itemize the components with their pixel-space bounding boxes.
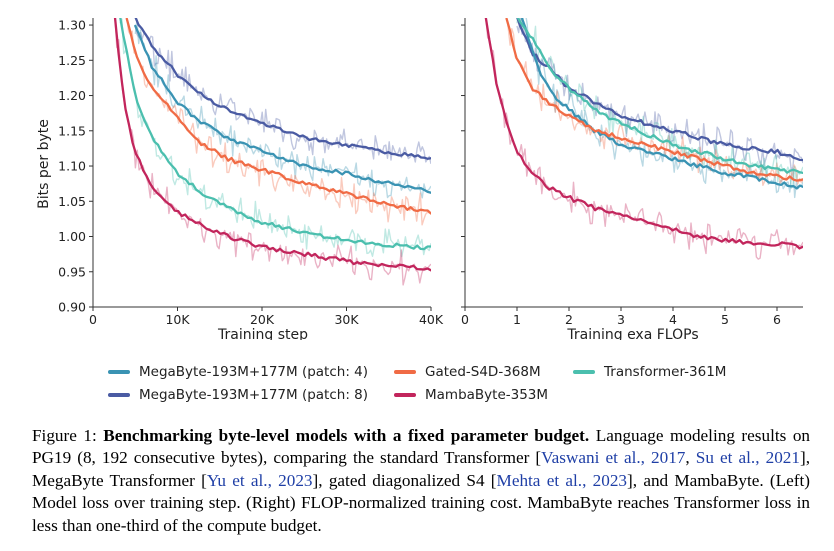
x-tick-label: 1 <box>513 312 521 327</box>
right-panel: 0 1 2 3 4 5 6 <box>461 18 803 327</box>
legend-label: MegaByte-193M+177M (patch: 4) <box>139 364 369 380</box>
x-tick-label: 3 <box>617 312 625 327</box>
series-line-megabyte_p4 <box>521 18 803 190</box>
legend-label: MegaByte-193M+177M (patch: 8) <box>139 387 369 403</box>
caption-text: , <box>685 448 696 468</box>
x-tick-label: 30K <box>334 312 359 327</box>
y-tick-label: 0.90 <box>58 300 86 315</box>
x-tick-label: 40K <box>419 312 444 327</box>
legend-swatch <box>108 393 130 397</box>
series-line-megabyte_p8 <box>516 18 803 162</box>
series-line-transformer <box>119 18 431 251</box>
left-x-axis-label: Training step <box>217 327 308 340</box>
x-tick-label: 6 <box>773 312 781 327</box>
x-tick-label: 10K <box>165 312 190 327</box>
y-tick-label: 1.25 <box>58 53 86 68</box>
right-x-axis-label: Training exa FLOPs <box>566 327 698 340</box>
legend-swatch <box>394 370 416 374</box>
x-tick-label: 0 <box>461 312 469 327</box>
legend-label: MambaByte-353M <box>425 387 549 403</box>
citation-link[interactable]: Mehta et al., 2023 <box>496 470 628 490</box>
series-line-megabyte_p8 <box>134 18 431 160</box>
legend-item-megabyte-p8: MegaByte-193M+177M (patch: 8) <box>108 387 368 403</box>
series-line-mambabyte <box>484 18 803 250</box>
citation-link[interactable]: Su et al., 2021 <box>695 448 800 468</box>
y-tick-label: 1.10 <box>58 159 86 174</box>
series-line-mambabyte <box>113 18 431 272</box>
figure-plots: 0 10K 20K 30K 40K 0.90 0.95 1.00 1.05 1.10 1.15 1.2… <box>36 18 803 340</box>
x-tick-label: 5 <box>721 312 729 327</box>
y-axis-label: Bits per byte <box>36 119 52 209</box>
plot-area <box>113 18 431 286</box>
legend-label: Transformer-361M <box>604 364 727 380</box>
plot-area <box>484 18 803 260</box>
legend-item-transformer: Transformer-361M <box>573 364 726 380</box>
x-tick-label: 0 <box>89 312 97 327</box>
raw-line-megabyte_p4 <box>134 19 431 199</box>
y-tick-label: 1.00 <box>58 229 86 244</box>
x-tick-label: 20K <box>250 312 275 327</box>
citation-link[interactable]: Yu et al., 2023 <box>206 470 313 490</box>
legend-label: Gated-S4D-368M <box>425 364 541 380</box>
raw-line-megabyte_p8 <box>134 25 431 165</box>
raw-line-transformer <box>119 18 431 258</box>
y-tick-label: 1.15 <box>58 123 86 138</box>
legend-swatch <box>108 370 130 374</box>
legend-swatch <box>573 370 595 374</box>
legend-item-megabyte-p4: MegaByte-193M+177M (patch: 4) <box>108 364 368 380</box>
legend-item-mambabyte: MambaByte-353M <box>394 387 548 403</box>
x-tick-label: 4 <box>669 312 677 327</box>
caption-title: Benchmarking byte-level models with a fi… <box>103 426 590 445</box>
left-panel: 0 10K 20K 30K 40K 0.90 0.95 1.00 1.05 1.10 1.15 1.2… <box>58 18 444 327</box>
caption-text: Language modeling results on PG19 (8, 19… <box>32 426 811 468</box>
y-tick-label: 1.20 <box>58 88 86 103</box>
series-line-megabyte_p4 <box>134 24 431 194</box>
caption-text: ], gated diagonalized S4 [ <box>312 470 497 490</box>
citation-link[interactable]: Vaswani et al., 2017 <box>541 448 686 468</box>
series-line-gated_s4d <box>125 18 431 215</box>
raw-line-gated_s4d <box>126 18 431 226</box>
figure-caption: Figure 1: Benchmarking byte-level models… <box>32 425 810 537</box>
y-tick-label: 0.95 <box>58 264 86 279</box>
series-line-transformer <box>516 18 803 175</box>
legend-item-gated-s4d: Gated-S4D-368M <box>394 364 541 380</box>
caption-text: ], MegaByte Transformer [ <box>32 448 811 490</box>
series-line-gated_s4d <box>505 18 803 182</box>
y-tick-label: 1.30 <box>58 18 86 33</box>
legend-swatch <box>394 393 416 397</box>
caption-label: Figure 1: <box>32 426 97 445</box>
y-tick-label: 1.05 <box>58 194 86 209</box>
x-tick-label: 2 <box>565 312 573 327</box>
caption-text: ], and MambaByte. (Left) Model loss over… <box>32 470 811 535</box>
